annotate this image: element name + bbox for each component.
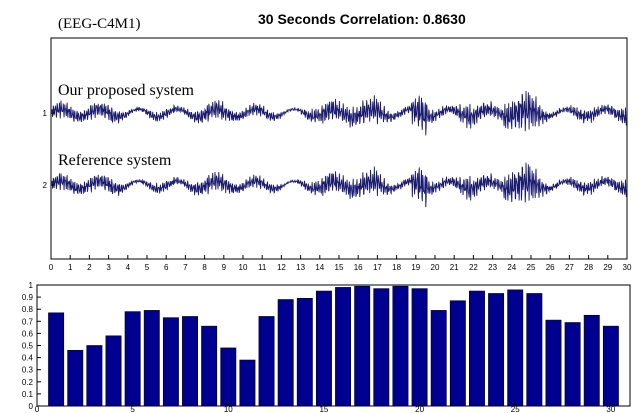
top-x-tick-label: 25: [527, 263, 536, 272]
bar-20: [411, 288, 428, 407]
bottom-y-tick-label: 0.8: [22, 305, 34, 314]
top-x-tick-label: 29: [603, 263, 612, 272]
top-x-tick-label: 13: [296, 263, 305, 272]
top-x-tick-label: 10: [239, 263, 248, 272]
bottom-x-tick-label: 30: [606, 405, 615, 413]
channel-label: (EEG-C4M1): [58, 16, 141, 32]
bottom-y-tick-label: 0.9: [22, 293, 34, 302]
top-x-tick-label: 26: [546, 263, 555, 272]
top-x-tick-label: 6: [164, 263, 169, 272]
top-x-tick-label: 28: [584, 263, 593, 272]
bar-25: [507, 289, 524, 407]
top-y-tick-label: 2: [43, 181, 48, 190]
eeg-traces: [50, 91, 628, 208]
top-x-tick-label: 12: [277, 263, 286, 272]
bar-15: [315, 290, 332, 407]
top-x-tick-label: 23: [488, 263, 497, 272]
top-y-ticks: 12: [43, 109, 55, 190]
top-x-tick-label: 22: [469, 263, 478, 272]
top-plot-frame: [50, 37, 628, 260]
top-x-tick-label: 4: [126, 263, 131, 272]
bar-16: [335, 287, 352, 407]
bar-10: [220, 347, 237, 407]
top-x-tick-label: 5: [145, 263, 150, 272]
bottom-x-tick-label: 15: [319, 405, 328, 413]
top-x-tick-label: 27: [565, 263, 574, 272]
bottom-y-tick-label: 0.5: [22, 342, 34, 351]
bottom-x-tick-label: 0: [35, 405, 40, 413]
top-y-tick-label: 1: [43, 109, 48, 118]
bar-17: [354, 285, 371, 407]
top-x-tick-label: 9: [222, 263, 227, 272]
correlation-bars: [48, 285, 619, 407]
top-x-tick-label: 8: [202, 263, 207, 272]
bottom-y-tick-label: 1: [29, 281, 34, 290]
bar-5: [124, 311, 141, 407]
top-x-tick-label: 20: [431, 263, 440, 272]
bottom-x-tick-label: 20: [415, 405, 424, 413]
top-x-tick-label: 14: [315, 263, 324, 272]
bottom-x-tick-label: 5: [130, 405, 135, 413]
bar-7: [162, 317, 179, 407]
bottom-y-tick-label: 0.6: [22, 329, 34, 338]
bar-8: [182, 316, 198, 407]
bottom-y-tick-label: 0.2: [22, 378, 34, 387]
top-x-tick-label: 18: [392, 263, 401, 272]
eeg-trace-1: [50, 91, 628, 136]
bar-4: [105, 335, 122, 407]
series-label-reference: Reference system: [58, 152, 172, 169]
top-x-tick-label: 30: [623, 263, 632, 272]
bottom-y-tick-label: 0.7: [22, 317, 34, 326]
bottom-y-tick-label: 0.4: [22, 354, 34, 363]
bottom-y-tick-label: 0.1: [22, 390, 34, 399]
bar-28: [564, 322, 581, 407]
bottom-x-ticks: 0 5 10 15 20 25 30: [35, 402, 616, 413]
bottom-y-tick-label: 0.3: [22, 366, 34, 375]
bar-29: [583, 314, 600, 407]
top-x-ticks: 0 1 2 3 4 5 6 7 8 9 10 11 12 13 14 15 16 17 18 19 20 21 22 23 24…: [49, 255, 632, 272]
top-x-tick-label: 3: [106, 263, 111, 272]
bar-27: [545, 319, 562, 407]
bar-12: [258, 316, 275, 407]
bar-18: [373, 288, 390, 407]
bar-11: [239, 359, 256, 407]
bar-1: [48, 312, 65, 407]
eeg-trace-2: [50, 162, 628, 208]
bar-6: [143, 310, 160, 407]
top-x-tick-label: 7: [183, 263, 188, 272]
bar-30: [602, 325, 619, 407]
bar-3: [86, 345, 103, 407]
top-x-tick-label: 15: [335, 263, 344, 272]
top-x-tick-label: 0: [49, 263, 54, 272]
top-x-tick-label: 21: [450, 263, 459, 272]
bar-21: [430, 310, 447, 407]
top-x-tick-label: 1: [68, 263, 73, 272]
series-label-proposed: Our proposed system: [58, 82, 195, 99]
bar-2: [67, 350, 84, 407]
top-x-tick-label: 2: [87, 263, 92, 272]
chart-title: 30 Seconds Correlation: 0.8630: [258, 11, 466, 27]
bar-22: [449, 300, 466, 407]
top-x-tick-label: 16: [354, 263, 363, 272]
top-x-tick-label: 11: [258, 263, 267, 272]
bar-26: [526, 293, 543, 407]
bar-14: [296, 298, 313, 407]
top-x-tick-label: 24: [507, 263, 516, 272]
top-x-tick-label: 19: [411, 263, 420, 272]
bar-24: [488, 293, 505, 407]
bottom-y-tick-label: 0: [29, 402, 34, 411]
bottom-x-tick-label: 10: [224, 405, 233, 413]
bottom-x-tick-label: 25: [511, 405, 520, 413]
bar-13: [277, 299, 294, 407]
top-x-tick-label: 17: [373, 263, 382, 272]
bar-9: [201, 325, 218, 407]
bar-23: [469, 290, 485, 407]
bar-19: [392, 285, 409, 407]
bottom-y-ticks: 00.10.20.30.40.50.60.70.80.91: [22, 281, 41, 411]
